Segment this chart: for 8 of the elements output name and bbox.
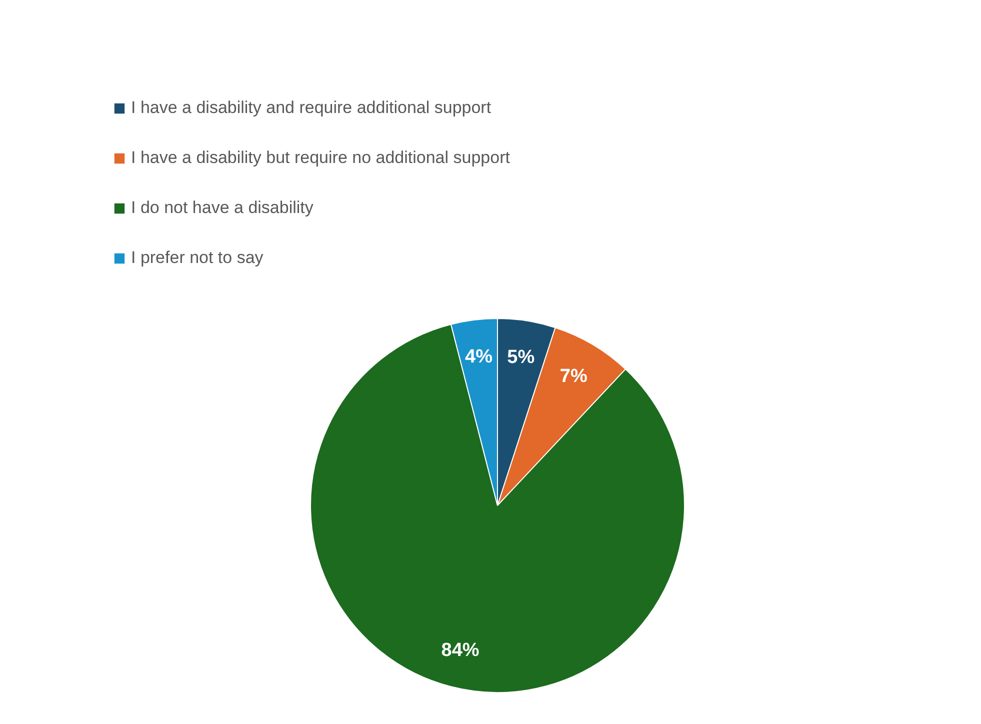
data-label: 5% — [507, 347, 535, 368]
data-label: 84% — [441, 640, 480, 661]
legend-label: I have a disability and require additional support — [131, 98, 492, 118]
data-label: 7% — [560, 366, 588, 388]
data-label: 4% — [465, 346, 493, 368]
legend-label: I have a disability but require no additional support — [131, 148, 510, 168]
legend-label: I prefer not to say — [131, 248, 264, 268]
legend-label: I do not have a disability — [131, 198, 314, 218]
